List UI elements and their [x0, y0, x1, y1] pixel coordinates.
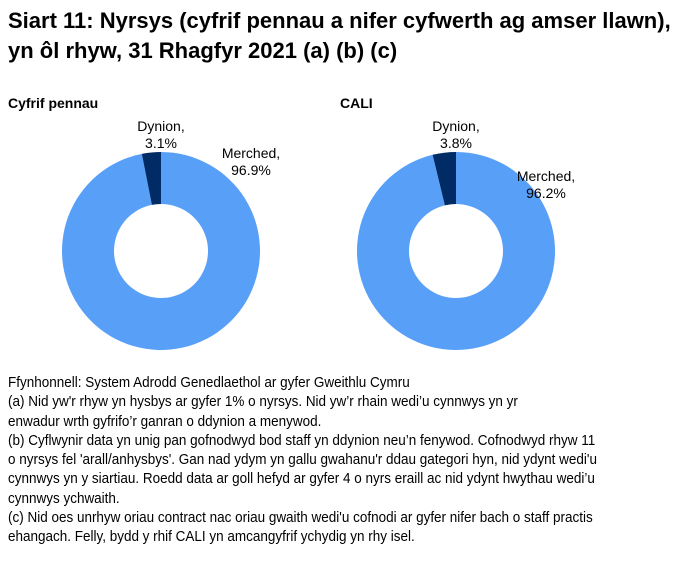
slice-dynion: [141, 152, 161, 205]
data-label-dynion: Dynion,: [137, 118, 184, 134]
note-line: enwadur wrth gyfrifo’r ganran o ddynion …: [8, 413, 322, 430]
slice-dynion: [432, 152, 456, 206]
subtitle-headcount: Cyfrif pennau: [8, 95, 99, 111]
data-label-merched: Merched,: [222, 145, 280, 161]
subtitle-fte: CALI: [340, 95, 373, 111]
data-label-dynion: 3.8%: [440, 135, 472, 151]
note-line: (a) Nid yw'r rhyw yn hysbys ar gyfer 1% …: [8, 394, 518, 411]
note-line: o nyrsys fel 'arall/anhysbys'. Gan nad y…: [8, 452, 597, 469]
donut-charts: Merched,96.9%Dynion,3.1%Merched,96.2%Dyn…: [61, 118, 575, 351]
data-label-merched: 96.9%: [231, 162, 271, 178]
data-label-merched: 96.2%: [526, 185, 566, 201]
note-line: ehangach. Felly, bydd y rhif CALI yn amc…: [8, 529, 415, 546]
notes: Ffynhonnell: System Adrodd Genedlaethol …: [8, 374, 641, 548]
data-label-dynion: Dynion,: [432, 118, 479, 134]
slice-merched: [356, 152, 555, 351]
note-line: (c) Nid oes unrhyw oriau contract nac or…: [8, 510, 593, 527]
slice-merched: [61, 152, 260, 350]
source-note: Ffynhonnell: System Adrodd Genedlaethol …: [8, 375, 410, 391]
chart-title: Siart 11: Nyrsys (cyfrif pennau a nifer …: [8, 8, 671, 63]
data-label-merched: Merched,: [517, 168, 575, 184]
note-line: (b) Cyflwynir data yn unig pan gofnodwyd…: [8, 432, 596, 449]
data-label-dynion: 3.1%: [145, 135, 177, 151]
note-line: cynnwys ychwaith.: [8, 490, 120, 507]
note-line: cynnwys yn y siartiau. Roedd data ar gol…: [8, 471, 595, 488]
